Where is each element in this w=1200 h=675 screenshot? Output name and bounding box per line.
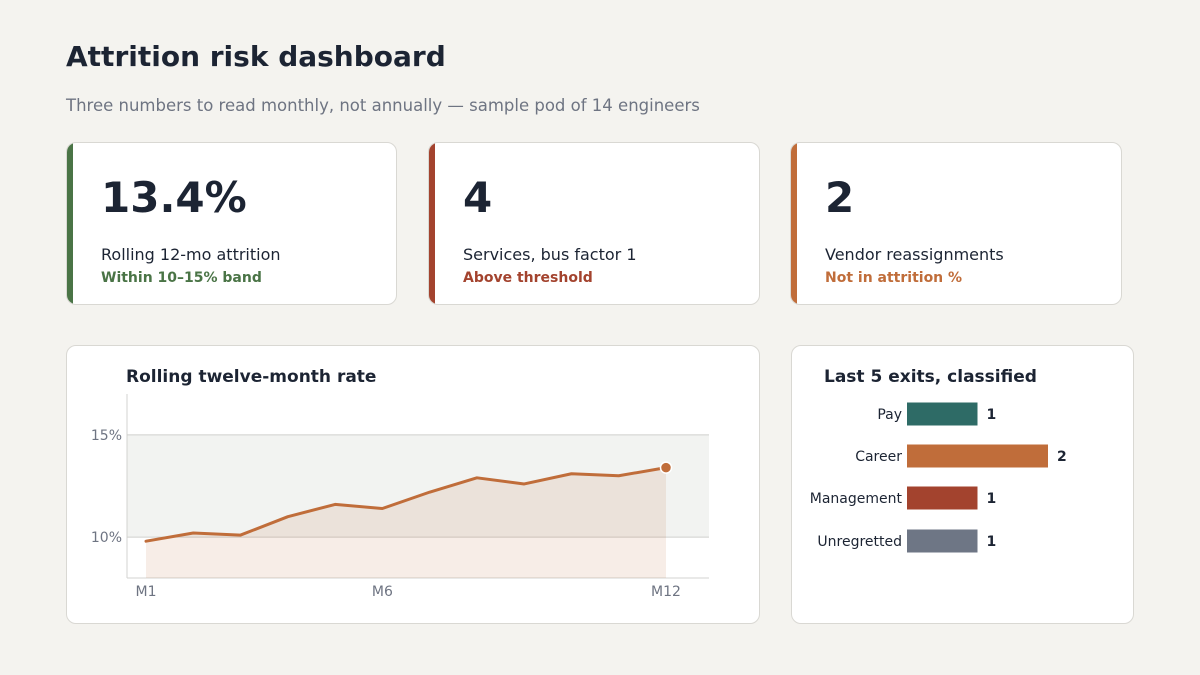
last-point-marker [659,461,673,474]
kpi-value: 4 [463,173,493,222]
bar [907,402,978,426]
bar-value-label: 1 [987,491,997,507]
bar [907,444,1048,468]
target-band [127,434,709,538]
kpi-status: Above threshold [463,270,593,286]
y-tick-label: 10% [91,530,122,546]
bar-category-label: Pay [877,407,902,423]
bar-chart-panel: Last 5 exits, classified Pay 1 Career 2 Mana… [791,345,1134,624]
kpi-label: Services, bus factor 1 [463,245,637,264]
bar-value-label: 1 [987,534,997,550]
kpi-status: Not in attrition % [825,270,963,286]
bar-value-label: 1 [987,407,997,423]
bar-chart-title: Last 5 exits, classified [824,367,1037,387]
kpi-value: 13.4% [101,173,247,222]
kpi-accent-bar [429,143,435,304]
x-tick-label: M12 [651,584,681,600]
kpi-value: 2 [825,173,855,222]
page-subtitle: Three numbers to read monthly, not annua… [66,96,700,115]
bar-value-label: 2 [1057,449,1067,465]
kpi-accent-bar [67,143,73,304]
bar-category-label: Management [810,491,903,507]
line-chart-title: Rolling twelve-month rate [126,367,377,387]
series-area [146,467,666,578]
x-tick-label: M1 [136,584,157,600]
kpi-card-bus-factor: 4 Services, bus factor 1 Above threshold [428,142,760,305]
bar-category-label: Career [855,449,902,465]
x-tick-label: M6 [372,584,393,600]
kpi-accent-bar [791,143,797,304]
line-chart-panel: Rolling twelve-month rate 10% 15% M1 M6 M12 [66,345,760,624]
series-line [144,466,668,543]
y-tick-label: 15% [91,428,122,444]
line-chart: 10% 15% M1 M6 M12 [91,394,709,600]
bar [907,486,978,510]
kpi-card-attrition: 13.4% Rolling 12-mo attrition Within 10–… [66,142,397,305]
page-title: Attrition risk dashboard [66,40,446,73]
kpi-label: Vendor reassignments [825,245,1004,264]
bar [907,529,978,553]
kpi-status: Within 10–15% band [101,270,262,286]
bar-chart: Pay 1 Career 2 Management 1 Unregretted 1 [810,402,1067,553]
bar-category-label: Unregretted [817,534,902,550]
kpi-label: Rolling 12-mo attrition [101,245,281,264]
kpi-card-vendor-reassignments: 2 Vendor reassignments Not in attrition … [790,142,1122,305]
